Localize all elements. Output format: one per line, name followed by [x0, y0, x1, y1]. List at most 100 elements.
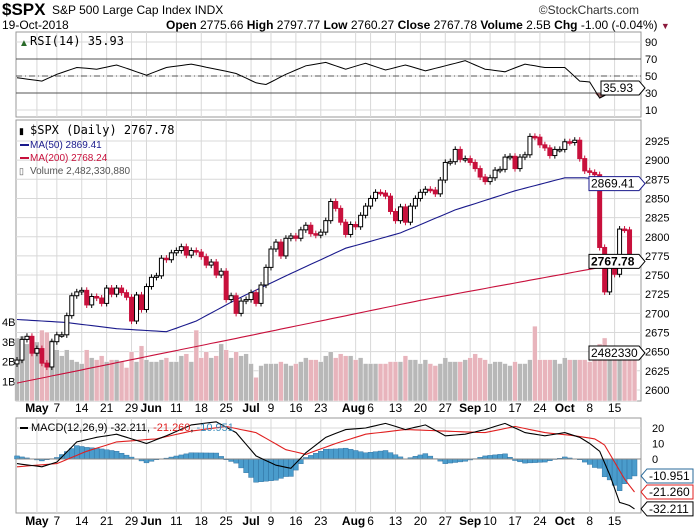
candle-body	[323, 220, 329, 233]
candle-body	[457, 148, 463, 160]
candle-body	[517, 156, 523, 170]
candle-body	[328, 201, 334, 222]
macd-histogram-bar	[626, 458, 633, 480]
volume-bar	[148, 361, 155, 402]
macd-histogram-bar	[362, 452, 369, 460]
ma50-line	[16, 177, 635, 333]
volume-bar	[517, 363, 523, 402]
candle-body	[373, 191, 379, 199]
x-tick-label: 16	[289, 514, 303, 528]
x-tick-label: 14	[75, 514, 89, 528]
candle-body	[462, 158, 468, 161]
candle-body	[84, 289, 90, 306]
macd-histogram-bar	[74, 445, 80, 460]
close-label: Close	[397, 18, 431, 32]
candle-body	[69, 295, 75, 317]
candle-body	[447, 161, 453, 164]
x-tick-label: 15	[608, 401, 622, 415]
candle-body	[293, 235, 299, 239]
macd-histogram-bar	[188, 452, 195, 460]
volume-bar	[183, 353, 189, 402]
volume-bar	[173, 361, 179, 402]
close-value-tag: 2767.78	[591, 254, 635, 268]
x-tick-label: 21	[100, 514, 114, 528]
candle-body	[278, 241, 284, 257]
candle-body	[148, 276, 154, 288]
volume-bar	[278, 361, 284, 402]
candle-body	[263, 266, 269, 286]
price-tick-label: 2775	[645, 251, 669, 263]
macd-histogram-bar	[352, 450, 359, 460]
macd-histogram-bar	[452, 458, 458, 463]
macd-tick-label: 20	[652, 423, 664, 435]
x-tick-label: Jun	[141, 401, 162, 415]
volume-bar	[323, 355, 329, 402]
volume-bar	[462, 359, 468, 402]
volume-bar	[507, 365, 513, 402]
volume-bar	[133, 361, 140, 402]
volume-bar	[552, 359, 558, 402]
volume-bar	[527, 359, 533, 402]
candle-body	[437, 179, 443, 195]
x-tick-label: Aug	[342, 401, 365, 415]
hist-value-tag: -10.951	[649, 469, 690, 483]
candle-body	[273, 241, 279, 250]
candle-body	[383, 192, 389, 197]
open-label: Open	[166, 18, 197, 32]
volume-bar	[502, 363, 508, 402]
rsi-legend: RSI(14) 35.93	[30, 34, 124, 48]
candle-body	[288, 235, 294, 239]
candle-body	[203, 256, 209, 266]
candle-body	[597, 174, 603, 248]
signal-value-tag: -21.260	[649, 485, 690, 499]
candle-body	[363, 205, 369, 216]
macd-value-tag: -32.211	[649, 502, 689, 516]
macd-histogram-bar	[527, 458, 533, 464]
candle-body	[268, 248, 274, 268]
candle-body	[114, 287, 120, 295]
macd-histogram-bar	[616, 458, 623, 491]
candle-body	[134, 294, 140, 322]
price-tick-label: 2875	[645, 174, 669, 186]
macd-panel	[15, 417, 642, 514]
x-tick-label: 16	[289, 401, 303, 415]
candle-body	[39, 348, 45, 364]
macd-histogram-bar	[113, 451, 120, 460]
candle-body	[527, 135, 533, 156]
volume-bar	[248, 363, 254, 402]
volume-bar	[482, 359, 488, 402]
volume-bar	[377, 363, 384, 402]
macd-legend: MACD(12,26,9) -32.211, -21.260, -10.951	[31, 422, 234, 434]
candle-body	[313, 233, 319, 236]
candle-body	[412, 197, 418, 207]
volume-bar	[447, 361, 453, 402]
price-tick-label: 2725	[645, 289, 669, 301]
volume-bar	[258, 365, 264, 402]
candle-body	[572, 139, 578, 144]
volume-bar	[372, 363, 379, 402]
candle-body	[397, 206, 403, 222]
candle-body	[198, 251, 204, 258]
volume-bar	[412, 359, 419, 402]
volume-bar	[238, 355, 244, 402]
rsi-tick-label: 30	[645, 88, 657, 100]
macd-histogram-bar	[213, 452, 219, 460]
macd-histogram-bar	[497, 454, 503, 460]
candle-body	[283, 237, 289, 257]
price-tick-label: 2900	[645, 155, 669, 167]
x-tick-label: 29	[125, 401, 139, 415]
volume-bar	[303, 357, 309, 402]
macd-value-tag-box	[640, 501, 694, 517]
volume-bar	[387, 361, 394, 402]
x-tick-label: 8	[586, 514, 593, 528]
candle-body	[407, 205, 413, 223]
candle-body	[522, 154, 528, 158]
x-tick-label: Oct	[555, 514, 575, 528]
close-value-tag-box	[588, 253, 646, 269]
rsi-line	[16, 60, 635, 99]
quote-date: 19-Oct-2018	[2, 18, 69, 32]
volume-bar	[557, 363, 563, 402]
x-tick-label: 8	[586, 401, 593, 415]
macd-histogram-bar	[143, 458, 150, 464]
